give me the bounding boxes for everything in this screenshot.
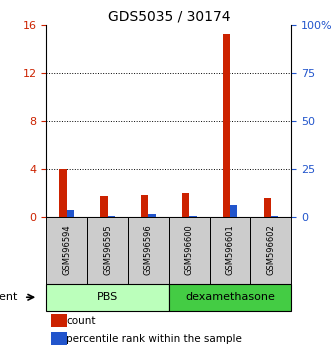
Bar [46, 217, 87, 284]
Bar [46, 284, 169, 311]
Bar [67, 210, 74, 217]
Bar [141, 195, 148, 217]
Text: GSM596594: GSM596594 [62, 224, 71, 275]
Text: GSM596601: GSM596601 [225, 224, 235, 275]
Bar [271, 216, 278, 217]
Bar [182, 193, 189, 217]
Bar [251, 217, 291, 284]
Title: GDS5035 / 30174: GDS5035 / 30174 [108, 10, 230, 24]
Text: PBS: PBS [97, 292, 118, 302]
Text: GSM596596: GSM596596 [144, 224, 153, 275]
Bar [108, 216, 115, 217]
Bar [51, 332, 68, 345]
Bar [148, 215, 156, 217]
Bar [263, 198, 271, 217]
Bar [230, 205, 237, 217]
Text: count: count [66, 315, 95, 326]
Bar [169, 284, 291, 311]
Text: GSM596595: GSM596595 [103, 224, 112, 275]
Bar [59, 169, 67, 217]
Text: agent: agent [0, 292, 18, 302]
Bar [51, 314, 68, 327]
Bar [169, 217, 210, 284]
Bar [128, 217, 169, 284]
Bar [87, 217, 128, 284]
Bar [189, 216, 197, 217]
Text: percentile rank within the sample: percentile rank within the sample [66, 333, 242, 344]
Text: GSM596602: GSM596602 [266, 224, 275, 275]
Bar [223, 34, 230, 217]
Text: GSM596600: GSM596600 [185, 224, 194, 275]
Bar [100, 196, 108, 217]
Bar [210, 217, 251, 284]
Text: dexamethasone: dexamethasone [185, 292, 275, 302]
